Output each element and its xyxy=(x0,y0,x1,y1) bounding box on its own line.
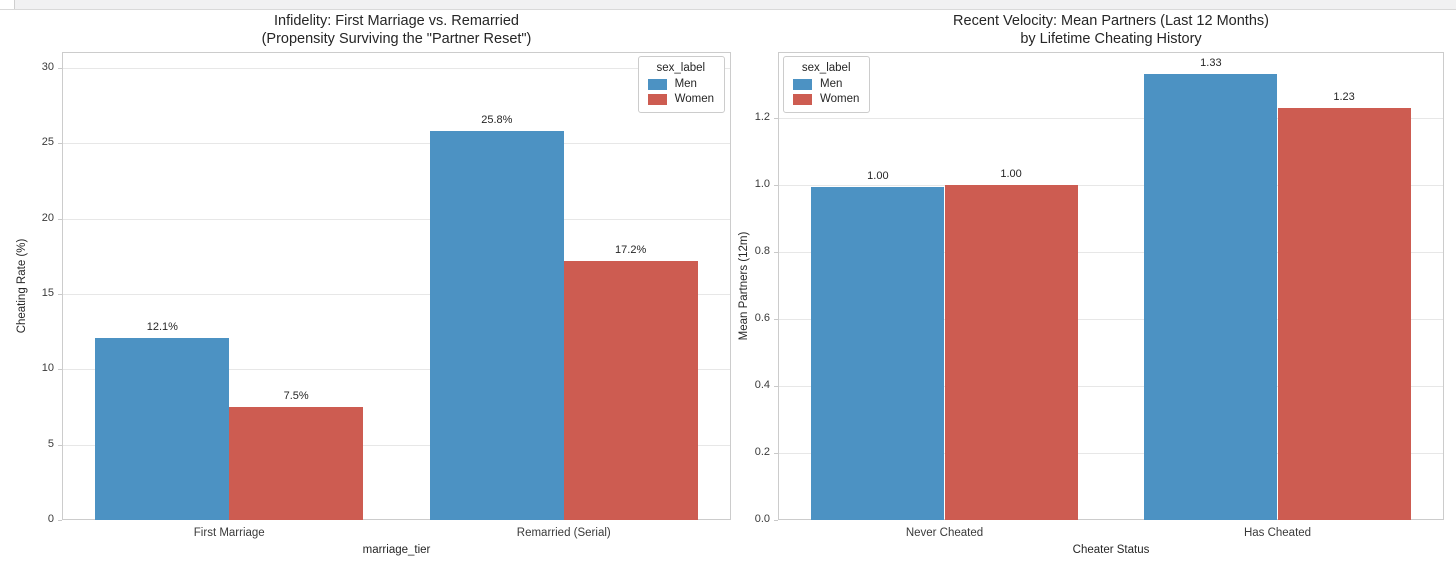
x-tick-label-remarried-serial: Remarried (Serial) xyxy=(516,527,611,539)
y-tick-label: 5 xyxy=(47,437,54,450)
bar-value-label: 25.8% xyxy=(481,114,513,127)
legend-title: sex_label xyxy=(801,62,851,74)
legend-swatch-men xyxy=(793,78,812,90)
legend-entry-men: Men xyxy=(793,78,859,90)
legend-swatch-women xyxy=(793,93,812,105)
bar-value-label: 1.23 xyxy=(1333,90,1355,103)
y-tick-label: 0.0 xyxy=(754,513,770,525)
y-tick-mark xyxy=(58,520,62,521)
y-tick-label: 0.4 xyxy=(754,378,770,391)
plot-area xyxy=(778,52,1444,520)
y-tick-label: 15 xyxy=(41,286,54,299)
chart-title: Infidelity: First Marriage vs. Remarried… xyxy=(62,12,731,48)
y-tick-label: 0 xyxy=(47,513,54,525)
gridline xyxy=(63,369,730,371)
y-tick-label: 0.6 xyxy=(754,311,770,324)
chart-title-line2: by Lifetime Cheating History xyxy=(1020,31,1202,47)
bar-women-first-marriage xyxy=(229,406,364,520)
y-tick-mark xyxy=(774,117,778,119)
bar-value-label: 1.00 xyxy=(1000,167,1022,180)
gridline xyxy=(779,184,1443,186)
legend-swatch-men xyxy=(647,78,667,90)
bar-value-label: 1.00 xyxy=(867,169,889,182)
gridline xyxy=(779,251,1443,253)
bar-value-label: 17.2% xyxy=(615,243,647,256)
bar-women-has-cheated xyxy=(1277,107,1411,520)
y-axis-label: Mean Partners (12m) xyxy=(738,231,750,341)
y-tick-label: 0.2 xyxy=(754,445,770,458)
y-tick-mark xyxy=(774,452,778,454)
gridline xyxy=(63,293,730,295)
bar-men-has-cheated xyxy=(1144,74,1278,520)
bar-value-label: 12.1% xyxy=(146,320,178,333)
legend-label-men: Men xyxy=(820,78,843,90)
y-axis-label: Cheating Rate (%) xyxy=(16,238,28,334)
x-tick-label-never-cheated: Never Cheated xyxy=(905,527,984,539)
y-tick-label: 20 xyxy=(41,211,54,224)
legend: sex_label Men Women xyxy=(783,56,871,113)
x-axis-label: Cheater Status xyxy=(1072,544,1150,556)
x-tick-label-first-marriage: First Marriage xyxy=(193,527,265,539)
legend-label-men: Men xyxy=(674,78,697,90)
gridline xyxy=(63,67,730,69)
bar-value-label: 1.33 xyxy=(1200,57,1222,70)
legend-label-women: Women xyxy=(820,93,860,105)
y-tick-mark xyxy=(774,520,778,521)
y-tick-mark xyxy=(774,318,778,320)
gridline xyxy=(779,385,1443,387)
gridline xyxy=(779,318,1443,320)
horizontal-scrollbar[interactable] xyxy=(0,0,1456,10)
legend-entry-men: Men xyxy=(647,78,714,90)
chart-title-line1: Infidelity: First Marriage vs. Remarried xyxy=(274,13,519,29)
gridline xyxy=(63,444,730,446)
bar-women-never-cheated xyxy=(944,184,1078,520)
gridline xyxy=(779,452,1443,454)
y-tick-label: 30 xyxy=(41,60,54,73)
chart-title: Recent Velocity: Mean Partners (Last 12 … xyxy=(778,12,1444,48)
plot-area xyxy=(62,52,731,520)
gridline xyxy=(63,143,730,145)
gridline xyxy=(779,117,1443,119)
y-tick-label: 1.0 xyxy=(754,177,770,190)
y-tick-mark xyxy=(58,143,62,145)
legend-entry-women: Women xyxy=(793,93,859,105)
x-axis-label: marriage_tier xyxy=(362,544,431,556)
bar-men-remarried-serial xyxy=(429,131,564,520)
scrollbar-corner xyxy=(0,0,15,9)
y-tick-label: 0.8 xyxy=(754,244,770,257)
legend-label-women: Women xyxy=(674,93,714,105)
bar-men-first-marriage xyxy=(95,337,230,520)
chart-title-line2: (Propensity Surviving the "Partner Reset… xyxy=(261,31,532,47)
bar-women-remarried-serial xyxy=(563,260,698,520)
y-tick-mark xyxy=(58,218,62,220)
legend-swatch-women xyxy=(647,93,667,105)
chart-title-line1: Recent Velocity: Mean Partners (Last 12 … xyxy=(953,13,1269,29)
legend-entry-women: Women xyxy=(647,93,714,105)
y-tick-mark xyxy=(774,184,778,186)
y-tick-mark xyxy=(774,385,778,387)
gridline xyxy=(63,218,730,220)
bar-value-label: 7.5% xyxy=(283,389,309,402)
y-tick-mark xyxy=(58,67,62,69)
y-tick-mark xyxy=(774,251,778,253)
bar-men-never-cheated xyxy=(811,186,945,520)
y-tick-label: 1.2 xyxy=(754,110,770,123)
y-tick-label: 10 xyxy=(41,362,54,375)
y-tick-mark xyxy=(58,444,62,446)
x-tick-label-has-cheated: Has Cheated xyxy=(1243,527,1312,539)
y-tick-label: 25 xyxy=(41,136,54,149)
legend: sex_label Men Women xyxy=(637,56,725,113)
y-tick-mark xyxy=(58,369,62,371)
y-tick-mark xyxy=(58,293,62,295)
legend-title: sex_label xyxy=(656,62,706,74)
